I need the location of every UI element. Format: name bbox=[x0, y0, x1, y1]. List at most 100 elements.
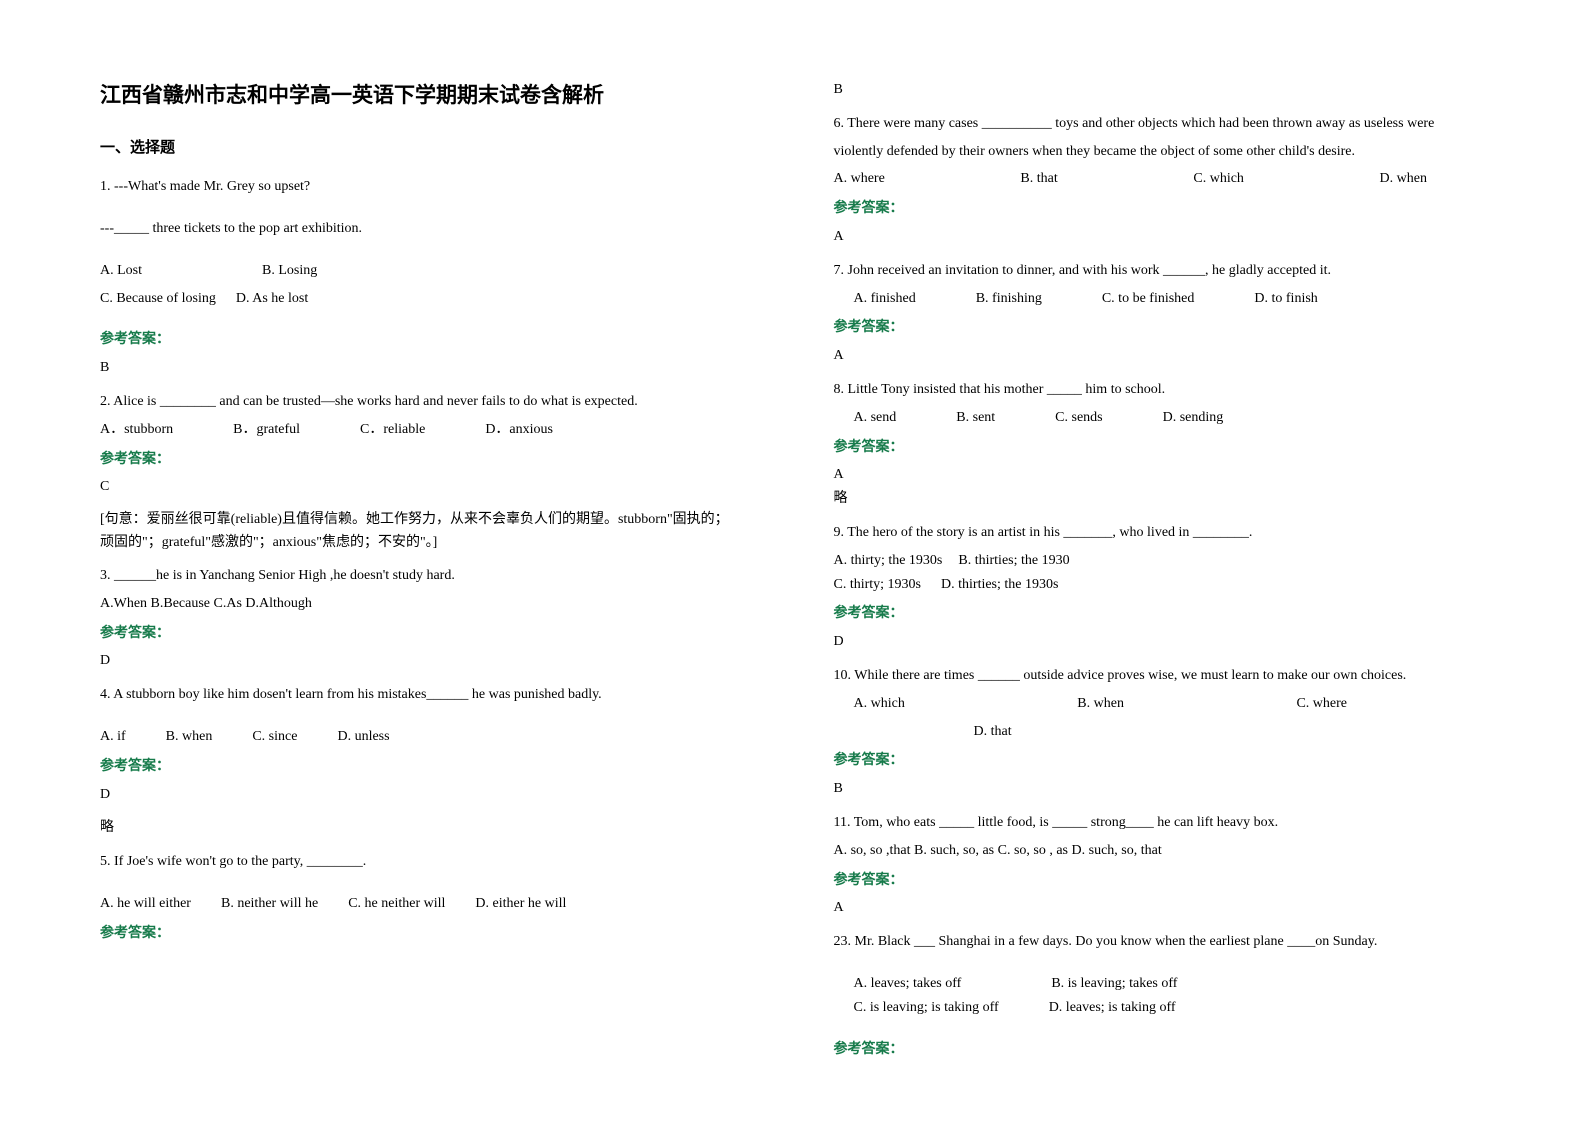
q6-optA: A. where bbox=[834, 167, 885, 191]
q12-optB: B. is leaving; takes off bbox=[1051, 972, 1177, 996]
q11-ans-label: 参考答案： bbox=[834, 869, 1468, 893]
q10-ans-label: 参考答案： bbox=[834, 749, 1468, 773]
question-12: 23. Mr. Black ___ Shanghai in a few days… bbox=[834, 930, 1468, 1061]
q10-optB: B. when bbox=[1077, 692, 1124, 716]
q6-optB: B. that bbox=[1020, 167, 1057, 191]
question-11: 11. Tom, who eats _____ little food, is … bbox=[834, 811, 1468, 920]
q5-optA: A. he will either bbox=[100, 892, 191, 916]
q3-stem: 3. ______he is in Yanchang Senior High ,… bbox=[100, 564, 734, 588]
right-column: B 6. There were many cases __________ to… bbox=[794, 0, 1587, 1122]
question-9: 9. The hero of the story is an artist in… bbox=[834, 521, 1468, 654]
q7-optC: C. to be finished bbox=[1102, 287, 1195, 311]
q4-opts: A. if B. when C. since D. unless bbox=[100, 725, 734, 749]
q9-optD: D. thirties; the 1930s bbox=[941, 573, 1058, 597]
q1-optC: C. Because of losing bbox=[100, 287, 216, 311]
question-1: 1. ---What's made Mr. Grey so upset? ---… bbox=[100, 175, 734, 380]
q7-stem: 7. John received an invitation to dinner… bbox=[834, 259, 1468, 283]
q4-optD: D. unless bbox=[337, 725, 389, 749]
q8-ans: A bbox=[834, 463, 1468, 487]
q8-optC: C. sends bbox=[1055, 406, 1102, 430]
q2-explanation: [句意：爱丽丝很可靠(reliable)且值得信赖。她工作努力，从来不会辜负人们… bbox=[100, 509, 734, 554]
question-8: 8. Little Tony insisted that his mother … bbox=[834, 378, 1468, 511]
q9-opts-r2: C. thirty; 1930s D. thirties; the 1930s bbox=[834, 573, 1468, 597]
q3-ans: D bbox=[100, 649, 734, 673]
q9-opts-r1: A. thirty; the 1930s B. thirties; the 19… bbox=[834, 549, 1468, 573]
q12-optC: C. is leaving; is taking off bbox=[854, 996, 999, 1020]
q3-opts: A.When B.Because C.As D.Although bbox=[100, 592, 734, 616]
q10-optA: A. which bbox=[854, 692, 905, 716]
q12-opts-r2: C. is leaving; is taking off D. leaves; … bbox=[834, 996, 1468, 1020]
q5-stem: 5. If Joe's wife won't go to the party, … bbox=[100, 850, 734, 874]
q7-ans-label: 参考答案： bbox=[834, 316, 1468, 340]
q6-ans: A bbox=[834, 225, 1468, 249]
q9-optC: C. thirty; 1930s bbox=[834, 573, 922, 597]
q9-ans-label: 参考答案： bbox=[834, 602, 1468, 626]
q12-optD: D. leaves; is taking off bbox=[1049, 996, 1176, 1020]
q1-line1: 1. ---What's made Mr. Grey so upset? bbox=[100, 175, 734, 199]
q8-note: 略 bbox=[834, 487, 1468, 511]
q8-optD: D. sending bbox=[1163, 406, 1224, 430]
q6-optD: D. when bbox=[1380, 167, 1427, 191]
q8-opts: A. send B. sent C. sends D. sending bbox=[834, 406, 1468, 430]
q4-ans: D bbox=[100, 783, 734, 807]
question-5: 5. If Joe's wife won't go to the party, … bbox=[100, 850, 734, 945]
question-3: 3. ______he is in Yanchang Senior High ,… bbox=[100, 564, 734, 673]
question-7: 7. John received an invitation to dinner… bbox=[834, 259, 1468, 368]
q4-optA: A. if bbox=[100, 725, 126, 749]
q11-stem: 11. Tom, who eats _____ little food, is … bbox=[834, 811, 1468, 835]
q12-stem: 23. Mr. Black ___ Shanghai in a few days… bbox=[834, 930, 1468, 954]
q8-optB: B. sent bbox=[956, 406, 995, 430]
q9-optA: A. thirty; the 1930s bbox=[834, 549, 943, 573]
q2-optD: D．anxious bbox=[485, 418, 553, 442]
q10-optD: D. that bbox=[834, 720, 1468, 744]
q8-optA: A. send bbox=[854, 406, 897, 430]
page-title: 江西省赣州市志和中学高一英语下学期期末试卷含解析 bbox=[100, 78, 734, 114]
q7-optA: A. finished bbox=[854, 287, 916, 311]
q6-opts: A. where B. that C. which D. when bbox=[834, 167, 1468, 191]
q12-opts-r1: A. leaves; takes off B. is leaving; take… bbox=[834, 972, 1468, 996]
q9-stem: 9. The hero of the story is an artist in… bbox=[834, 521, 1468, 545]
q1-optA: A. Lost bbox=[100, 259, 142, 283]
q2-stem: 2. Alice is ________ and can be trusted—… bbox=[100, 390, 734, 414]
q2-optC: C．reliable bbox=[360, 418, 425, 442]
q10-optC: C. where bbox=[1296, 692, 1347, 716]
q6-line2: violently defended by their owners when … bbox=[834, 140, 1468, 164]
q11-opts: A. so, so ,that B. such, so, as C. so, s… bbox=[834, 839, 1468, 863]
q1-opts-row2: C. Because of losing D. As he lost bbox=[100, 287, 734, 311]
q7-optD: D. to finish bbox=[1254, 287, 1317, 311]
q9-optB: B. thirties; the 1930 bbox=[958, 549, 1069, 573]
q2-optB: B．grateful bbox=[233, 418, 300, 442]
q12-ans-label: 参考答案： bbox=[834, 1038, 1468, 1062]
q1-line2: ---_____ three tickets to the pop art ex… bbox=[100, 217, 734, 241]
q10-opts-r1: A. which B. when C. where bbox=[834, 692, 1468, 716]
q1-optD: D. As he lost bbox=[236, 287, 308, 311]
q5-optB: B. neither will he bbox=[221, 892, 318, 916]
q5-optD: D. either he will bbox=[475, 892, 566, 916]
q6-line1: 6. There were many cases __________ toys… bbox=[834, 112, 1468, 136]
question-6: 6. There were many cases __________ toys… bbox=[834, 112, 1468, 249]
q2-opts: A．stubborn B．grateful C．reliable D．anxio… bbox=[100, 418, 734, 442]
q1-ans: B bbox=[100, 356, 734, 380]
q8-stem: 8. Little Tony insisted that his mother … bbox=[834, 378, 1468, 402]
q4-note: 略 bbox=[100, 816, 734, 840]
question-4: 4. A stubborn boy like him dosen't learn… bbox=[100, 683, 734, 840]
q5-ans-label: 参考答案： bbox=[100, 922, 734, 946]
q4-optB: B. when bbox=[166, 725, 213, 749]
q4-optC: C. since bbox=[252, 725, 297, 749]
q2-optA: A．stubborn bbox=[100, 418, 173, 442]
q5-opts: A. he will either B. neither will he C. … bbox=[100, 892, 734, 916]
q10-stem: 10. While there are times ______ outside… bbox=[834, 664, 1468, 688]
q6-optC: C. which bbox=[1193, 167, 1244, 191]
q5-optC: C. he neither will bbox=[348, 892, 445, 916]
q2-ans-label: 参考答案： bbox=[100, 448, 734, 472]
q11-ans: A bbox=[834, 896, 1468, 920]
q2-ans: C bbox=[100, 475, 734, 499]
q12-optA: A. leaves; takes off bbox=[854, 972, 962, 996]
q5-ans: B bbox=[834, 78, 1468, 102]
q6-ans-label: 参考答案： bbox=[834, 197, 1468, 221]
q7-opts: A. finished B. finishing C. to be finish… bbox=[834, 287, 1468, 311]
question-2: 2. Alice is ________ and can be trusted—… bbox=[100, 390, 734, 554]
q3-ans-label: 参考答案： bbox=[100, 622, 734, 646]
q10-ans: B bbox=[834, 777, 1468, 801]
q7-ans: A bbox=[834, 344, 1468, 368]
